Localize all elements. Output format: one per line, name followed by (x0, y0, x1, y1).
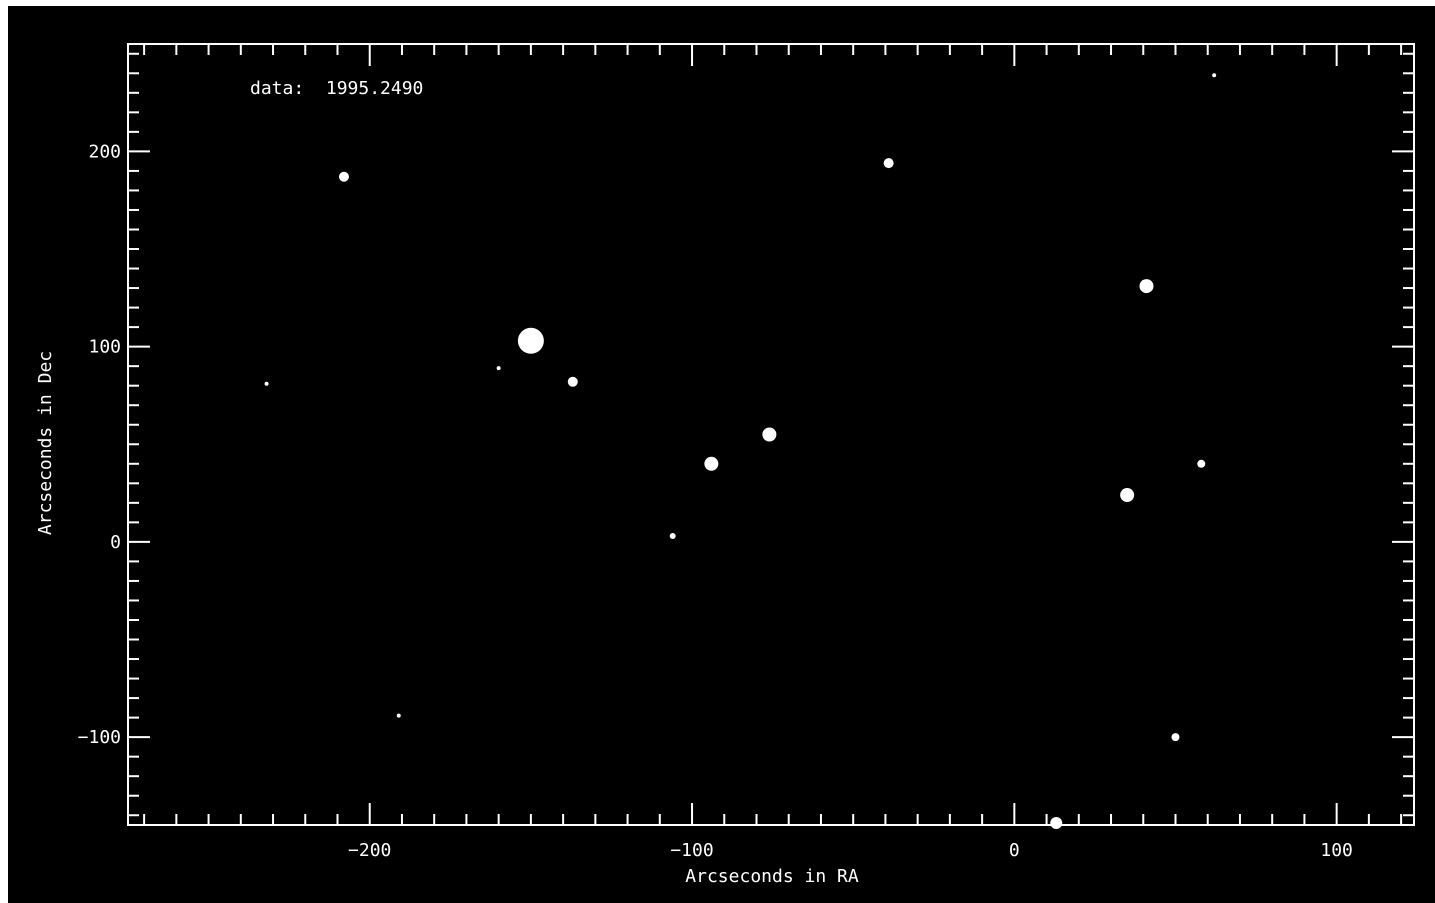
data-point (883, 158, 894, 169)
data-points (264, 73, 1217, 830)
x-tick-label: −200 (348, 840, 391, 861)
data-point (517, 327, 544, 354)
data-point (704, 456, 719, 471)
data-point (669, 533, 676, 540)
y-tick-labels: −100 0 100 200 (78, 141, 121, 748)
data-point (1197, 459, 1206, 468)
y-tick-label: −100 (78, 727, 121, 748)
y-tick-label: 0 (110, 532, 121, 553)
data-point (264, 381, 269, 386)
x-tick-label: −100 (670, 840, 713, 861)
y-tick-label: 100 (88, 337, 121, 358)
data-point (496, 366, 501, 371)
x-tick-label: 0 (1009, 840, 1020, 861)
data-point (762, 427, 777, 442)
data-annotation: data: 1995.2490 (250, 78, 423, 99)
y-tick-label: 200 (88, 141, 121, 162)
y-axis-label: Arcseconds in Dec (35, 351, 56, 535)
data-point (338, 171, 349, 182)
plot-window: −200 −100 0 100 −100 0 100 200 data: 1995.2490… (8, 6, 1435, 903)
x-axis-label: Arcseconds in RA (685, 866, 859, 887)
data-point (396, 713, 401, 718)
x-tick-labels: −200 −100 0 100 (348, 840, 1353, 861)
tick-marks (128, 44, 1414, 825)
plot-area-frame (127, 43, 1415, 826)
data-point (567, 376, 578, 387)
data-point (1050, 817, 1063, 830)
x-tick-label: 100 (1320, 840, 1353, 861)
data-point (1139, 279, 1154, 294)
data-point (1171, 733, 1180, 742)
scatter-plot: −200 −100 0 100 −100 0 100 200 data: 1995.2490… (35, 43, 1415, 887)
data-point (1212, 73, 1217, 78)
data-point (1120, 488, 1135, 503)
